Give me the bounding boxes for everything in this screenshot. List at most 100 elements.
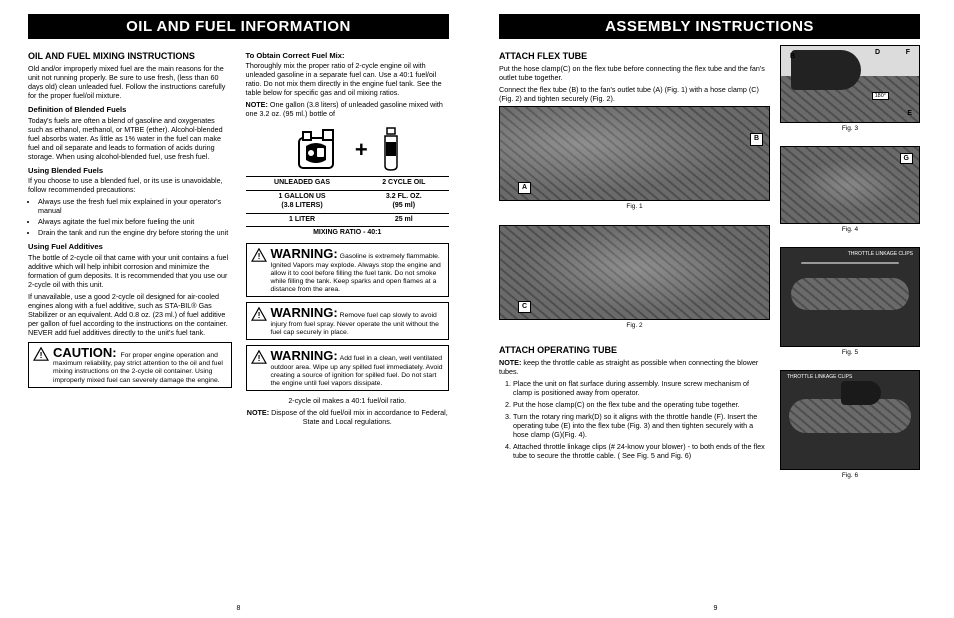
gascan-icon — [293, 126, 343, 172]
para: Today's fuels are often a blend of gasol… — [28, 116, 232, 161]
step: Put the hose clamp(C) on the flex tube a… — [513, 400, 770, 409]
caution-body: CAUTION: For proper engine operation and… — [53, 345, 227, 385]
para: Thoroughly mix the proper ratio of 2-cyc… — [246, 61, 450, 97]
figure-6: THROTTLE LINKAGE CLIPS — [780, 370, 920, 470]
label-g: G — [900, 153, 913, 164]
right-text-col: ATTACH FLEX TUBE Put the hose clamp(C) o… — [499, 45, 770, 479]
svg-text:!: ! — [257, 353, 260, 363]
para: If unavailable, use a good 2-cycle oil d… — [28, 292, 232, 337]
heading-flex: ATTACH FLEX TUBE — [499, 51, 770, 62]
bottle-icon — [380, 126, 402, 172]
figure-3-wrap: B D F E 180° Fig. 3 — [780, 45, 920, 132]
para: If you choose to use a blended fuel, or … — [28, 176, 232, 194]
cell: 3.2 FL. OZ. — [386, 193, 422, 200]
warning-box-2: ! WARNING:Remove fuel cap slowly to avoi… — [246, 302, 450, 340]
td: 1 LITER — [246, 213, 359, 227]
step: Place the unit on flat surface during as… — [513, 379, 770, 397]
svg-text:!: ! — [257, 251, 260, 261]
cell: (95 ml) — [393, 202, 416, 209]
mix-caption: MIXING RATIO - 40:1 — [246, 229, 450, 238]
label-c: C — [518, 301, 531, 314]
label-e: E — [904, 109, 915, 118]
note-label: NOTE: — [247, 408, 269, 417]
page-left: OIL AND FUEL INFORMATION OIL AND FUEL MI… — [0, 0, 477, 618]
warning-body: WARNING:Add fuel in a clean, well ventil… — [271, 348, 445, 388]
right-title: ASSEMBLY INSTRUCTIONS — [499, 14, 920, 39]
bullet-list: Always use the fresh fuel mix explained … — [38, 197, 232, 237]
heading-mixing: OIL AND FUEL MIXING INSTRUCTIONS — [28, 51, 232, 62]
warning-label: WARNING: — [271, 246, 338, 261]
warning-icon: ! — [251, 307, 267, 321]
cell: 1 GALLON US — [279, 193, 326, 200]
warning-label: WARNING: — [271, 305, 338, 320]
para: Put the hose clamp(C) on the flex tube b… — [499, 64, 770, 82]
note-text: Dispose of the old fuel/oil mix in accor… — [271, 408, 448, 426]
label-tlc: THROTTLE LINKAGE CLIPS — [848, 252, 913, 257]
para: The bottle of 2-cycle oil that came with… — [28, 253, 232, 289]
figure-2-wrap: C Fig. 2 — [499, 225, 770, 330]
figure-5: THROTTLE LINKAGE CLIPS — [780, 247, 920, 347]
para: Connect the flex tube (B) to the fan's o… — [499, 85, 770, 103]
th-oil: 2 CYCLE OIL — [359, 177, 449, 191]
step: Turn the rotary ring mark(D) so it align… — [513, 412, 770, 439]
mix-graphic: + — [246, 126, 450, 172]
td: 3.2 FL. OZ. (95 ml) — [359, 191, 449, 214]
label-tlc2: THROTTLE LINKAGE CLIPS — [787, 375, 852, 380]
figure-5-wrap: THROTTLE LINKAGE CLIPS Fig. 5 — [780, 247, 920, 356]
svg-text:!: ! — [257, 310, 260, 320]
note-label: NOTE: — [499, 358, 521, 367]
right-figure-strip: B D F E 180° Fig. 3 G Fig. 4 — [780, 45, 920, 479]
fig4-caption: Fig. 4 — [780, 226, 920, 233]
note2: NOTE: Dispose of the old fuel/oil mix in… — [246, 408, 450, 426]
fig6-caption: Fig. 6 — [780, 472, 920, 479]
figure-3: B D F E 180° — [780, 45, 920, 123]
figure-6-wrap: THROTTLE LINKAGE CLIPS Fig. 6 — [780, 370, 920, 479]
note-text: One gallon (3.8 liters) of unleaded gaso… — [246, 100, 443, 118]
right-layout: ATTACH FLEX TUBE Put the hose clamp(C) o… — [499, 45, 920, 479]
steps-list: Place the unit on flat surface during as… — [513, 379, 770, 460]
label-b: B — [750, 133, 763, 146]
note: NOTE: One gallon (3.8 liters) of unleade… — [246, 100, 450, 118]
th-gas: UNLEADED GAS — [246, 177, 359, 191]
caution-icon: ! — [33, 347, 49, 361]
subhead-additives: Using Fuel Additives — [28, 242, 232, 251]
subhead-obtain: To Obtain Correct Fuel Mix: — [246, 51, 450, 60]
figure-4: G — [780, 146, 920, 224]
fig5-caption: Fig. 5 — [780, 349, 920, 356]
label-f: F — [903, 48, 913, 57]
fig3-caption: Fig. 3 — [780, 125, 920, 132]
warning-body: WARNING:Gasoline is extremely flammable.… — [271, 246, 445, 294]
bullet: Always agitate the fuel mix before fueli… — [38, 217, 232, 226]
fig2-caption: Fig. 2 — [499, 322, 770, 330]
svg-text:!: ! — [40, 350, 43, 360]
plus-icon: + — [355, 136, 368, 164]
bullet: Drain the tank and run the engine dry be… — [38, 228, 232, 237]
subhead-def: Definition of Blended Fuels — [28, 105, 232, 114]
fig1-caption: Fig. 1 — [499, 203, 770, 211]
bullet: Always use the fresh fuel mix explained … — [38, 197, 232, 215]
warning-label: WARNING: — [271, 348, 338, 363]
cell: (3.8 LITERS) — [281, 202, 322, 209]
left-col-1: OIL AND FUEL MIXING INSTRUCTIONS Old and… — [28, 45, 232, 429]
subhead-blended: Using Blended Fuels — [28, 166, 232, 175]
note-label: NOTE: — [246, 100, 268, 109]
step: Attached throttle linkage clips (# 24-kn… — [513, 442, 770, 460]
cell: 1 LITER — [289, 216, 315, 223]
figure-2: C — [499, 225, 770, 320]
page-right: ASSEMBLY INSTRUCTIONS ATTACH FLEX TUBE P… — [477, 0, 954, 618]
td: 25 ml — [359, 213, 449, 227]
left-col-2: To Obtain Correct Fuel Mix: Thoroughly m… — [246, 45, 450, 429]
label-b2: B — [787, 52, 798, 61]
cell: 25 ml — [395, 216, 413, 223]
note-r: NOTE: keep the throttle cable as straigh… — [499, 358, 770, 376]
warning-box-1: ! WARNING:Gasoline is extremely flammabl… — [246, 243, 450, 297]
page-number-left: 8 — [237, 605, 241, 612]
warning-icon: ! — [251, 350, 267, 364]
caution-label: CAUTION: — [53, 345, 117, 360]
warning-box-3: ! WARNING:Add fuel in a clean, well vent… — [246, 345, 450, 391]
label-a: A — [518, 182, 531, 195]
figure-4-wrap: G Fig. 4 — [780, 146, 920, 233]
warning-icon: ! — [251, 248, 267, 262]
heading-operating: ATTACH OPERATING TUBE — [499, 345, 770, 356]
figure-1: B A — [499, 106, 770, 201]
